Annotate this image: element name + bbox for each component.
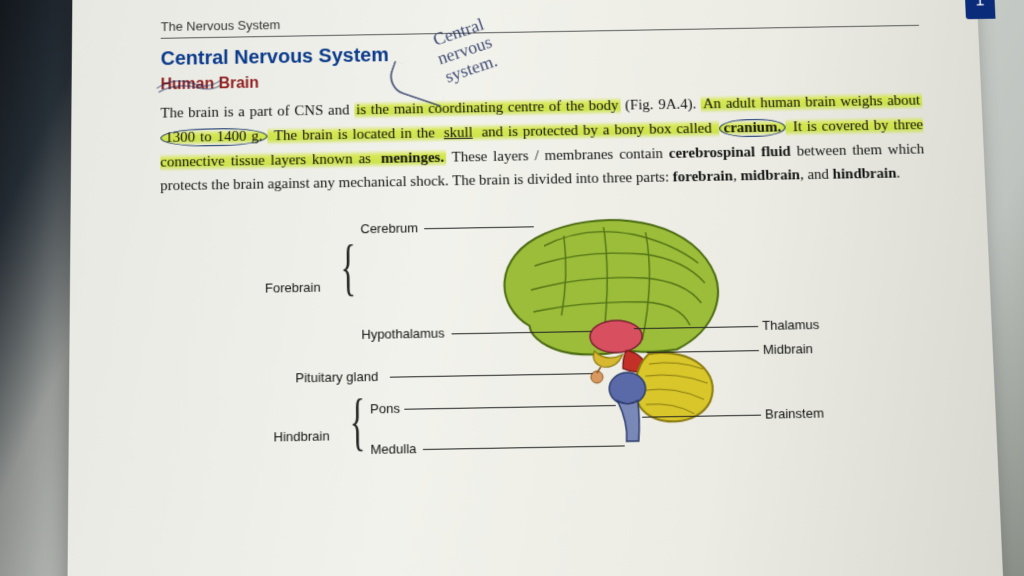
running-head: The Nervous System bbox=[161, 6, 919, 38]
highlighted-text: is the main coordinating centre of the b… bbox=[354, 97, 620, 119]
thalamus-shape bbox=[590, 320, 643, 353]
brain-illustration bbox=[474, 203, 740, 448]
pons-shape bbox=[609, 372, 646, 405]
label-pituitary: Pituitary gland bbox=[295, 369, 378, 386]
label-midbrain: Midbrain bbox=[763, 341, 814, 357]
pen-scribble-icon bbox=[155, 74, 224, 99]
highlighted-underlined: skull bbox=[442, 124, 475, 142]
label-medulla: Medulla bbox=[370, 441, 416, 457]
circled-bold-text: cranium. bbox=[718, 118, 786, 137]
label-hindbrain: Hindbrain bbox=[273, 428, 329, 444]
medulla-shape bbox=[618, 401, 640, 442]
brace-hindbrain: { bbox=[349, 389, 365, 454]
text-seg: (Fig. 9A.4). bbox=[620, 97, 701, 114]
text-seg: These layers / membranes contain bbox=[446, 146, 669, 166]
highlighted-text: An adult human brain weighs about bbox=[701, 92, 923, 113]
page-number-tab: 1 bbox=[964, 0, 995, 19]
label-pons: Pons bbox=[370, 401, 400, 417]
brace-forebrain: { bbox=[340, 235, 356, 299]
highlighted-text: The brain is located in the bbox=[267, 124, 442, 145]
text-seg: . bbox=[896, 166, 900, 182]
label-brainstem: Brainstem bbox=[765, 405, 824, 421]
text-seg: , and bbox=[800, 167, 833, 183]
highlighted-text: and is protected by a bony box called bbox=[475, 120, 719, 142]
body-paragraph: The brain is a part of CNS and is the ma… bbox=[160, 89, 925, 199]
label-forebrain: Forebrain bbox=[265, 280, 321, 296]
bold-text: cerebrospinal fluid bbox=[669, 143, 791, 161]
circled-text: 1300 to 1400 g. bbox=[160, 127, 267, 146]
label-hypothalamus: Hypothalamus bbox=[361, 325, 444, 341]
bold-text: forebrain bbox=[673, 169, 734, 186]
textbook-page: 1 The Nervous System Central Nervous Sys… bbox=[67, 0, 1004, 576]
bold-text: midbrain bbox=[740, 168, 800, 185]
bold-text: hindbrain bbox=[832, 166, 896, 183]
bold-text: meninges. bbox=[379, 148, 446, 167]
label-cerebrum: Cerebrum bbox=[360, 220, 418, 236]
text-seg: The brain is a part of CNS and bbox=[160, 103, 354, 122]
label-thalamus: Thalamus bbox=[762, 317, 820, 333]
brain-diagram: Forebrain { Cerebrum Hypothalamus Pituit… bbox=[225, 201, 872, 473]
